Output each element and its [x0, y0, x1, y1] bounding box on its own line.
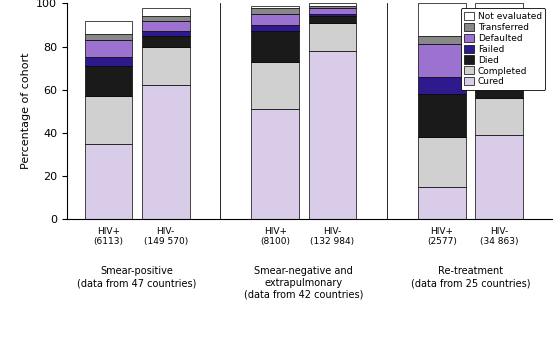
Bar — [418, 44, 465, 77]
Y-axis label: Percentage of cohort: Percentage of cohort — [21, 53, 31, 170]
Bar — [142, 8, 190, 16]
Bar — [85, 66, 132, 96]
Bar — [418, 187, 465, 219]
Bar — [309, 16, 356, 23]
Bar — [252, 14, 299, 25]
Text: Smear-negative and
extrapulmonary
(data from 42 countries): Smear-negative and extrapulmonary (data … — [244, 267, 363, 300]
Bar — [475, 77, 523, 83]
Bar — [309, 51, 356, 219]
Bar — [85, 57, 132, 66]
Bar — [252, 31, 299, 62]
Text: Re-treatment
(data from 25 countries): Re-treatment (data from 25 countries) — [411, 267, 530, 288]
Bar — [418, 3, 465, 36]
Bar — [309, 5, 356, 8]
Bar — [142, 85, 190, 219]
Bar — [252, 5, 299, 8]
Text: Smear-positive
(data from 47 countries): Smear-positive (data from 47 countries) — [78, 267, 197, 288]
Bar — [142, 21, 190, 31]
Bar — [309, 14, 356, 16]
Bar — [142, 31, 190, 36]
Bar — [85, 34, 132, 40]
Bar — [252, 62, 299, 109]
Bar — [85, 40, 132, 57]
Bar — [475, 3, 523, 40]
Bar — [252, 8, 299, 14]
Bar — [85, 144, 132, 219]
Bar — [475, 40, 523, 47]
Bar — [142, 47, 190, 85]
Bar — [475, 98, 523, 135]
Bar — [85, 96, 132, 144]
Bar — [142, 16, 190, 21]
Bar — [309, 8, 356, 14]
Bar — [418, 137, 465, 187]
Bar — [85, 21, 132, 34]
Bar — [418, 94, 465, 137]
Bar — [309, 3, 356, 5]
Bar — [418, 36, 465, 44]
Bar — [475, 135, 523, 219]
Bar — [252, 109, 299, 219]
Legend: Not evaluated, Transferred, Defaulted, Failed, Died, Completed, Cured: Not evaluated, Transferred, Defaulted, F… — [460, 8, 546, 90]
Bar — [418, 77, 465, 94]
Bar — [252, 25, 299, 31]
Bar — [475, 83, 523, 98]
Bar — [475, 47, 523, 77]
Bar — [142, 36, 190, 47]
Bar — [309, 23, 356, 51]
